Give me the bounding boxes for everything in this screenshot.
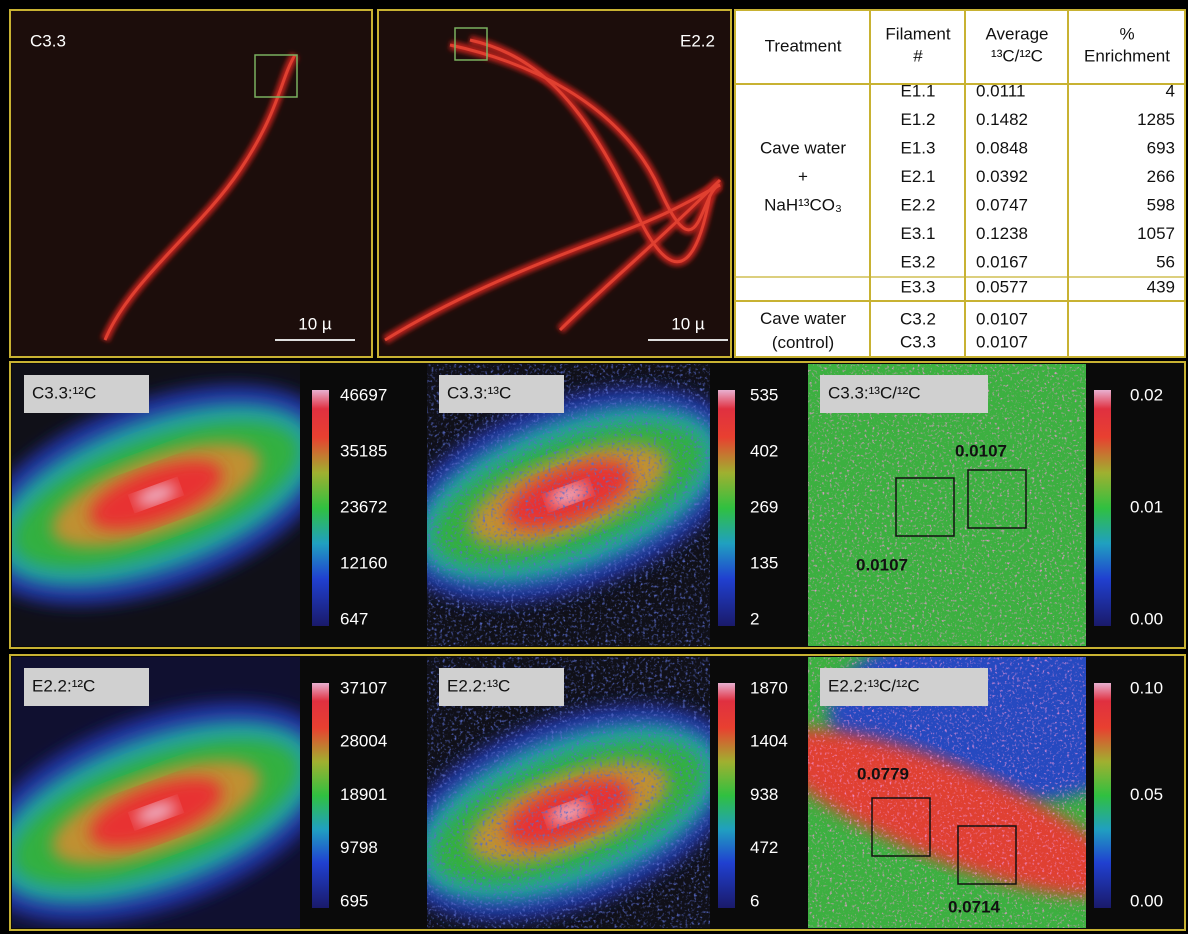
region-value: 0.0107 (955, 441, 1007, 460)
table-cell: E2.1 (901, 167, 936, 186)
table-cell: E2.2 (901, 195, 936, 214)
table-cell: 439 (1147, 277, 1175, 296)
colorbar (312, 683, 329, 908)
table-cell: 0.0577 (976, 277, 1028, 296)
header-cell: Enrichment (1084, 46, 1170, 65)
header-cell: # (913, 46, 923, 65)
table-cell: 0.0392 (976, 167, 1028, 186)
region-value: 0.0779 (857, 764, 909, 783)
colorbar-label: 9798 (340, 838, 378, 857)
table-cell: E3.1 (901, 224, 936, 243)
colorbar-label: 28004 (340, 732, 387, 751)
image-area (366, 344, 770, 648)
colorbar (1094, 683, 1111, 908)
figure: C3.3 10 µ E2.2 10 µ Treatment Filament # Averag… (0, 0, 1188, 934)
colorbar-label: 23672 (340, 497, 387, 516)
scale-bar-label: 10 µ (298, 314, 332, 333)
colorbar (312, 390, 329, 626)
colorbar-label: 18901 (340, 785, 387, 804)
header-cell: Filament (885, 24, 950, 43)
table-cell: 0.0747 (976, 195, 1028, 214)
map-label: C3.3:¹³C (447, 383, 511, 402)
table-cell: 56 (1156, 252, 1175, 271)
colorbar-label: 0.01 (1130, 497, 1163, 516)
colorbar-label: 938 (750, 785, 778, 804)
map-label: E2.2:¹³C (447, 676, 510, 695)
header-cell: Average (985, 24, 1048, 43)
colorbar-label: 1870 (750, 678, 788, 697)
map-label: E2.2:¹²C (32, 676, 95, 695)
header-cell: Treatment (765, 36, 842, 55)
region-value: 0.0714 (948, 897, 1001, 916)
colorbar-label: 0.02 (1130, 385, 1163, 404)
table-cell: E1.2 (901, 110, 936, 129)
micrograph-border (378, 10, 731, 357)
table-cell: E1.3 (901, 138, 936, 157)
colorbar-label: 402 (750, 441, 778, 460)
treatment: + (798, 167, 808, 186)
colorbar (718, 683, 735, 908)
colorbar-label: 0.05 (1130, 785, 1163, 804)
header-cell: ¹³C/¹²C (991, 46, 1043, 65)
table-cell: E3.3 (901, 277, 936, 296)
scale-bar-label: 10 µ (671, 314, 705, 333)
colorbar-label: 46697 (340, 385, 387, 404)
colorbar-label: 535 (750, 385, 778, 404)
colorbar-label: 647 (340, 609, 368, 628)
colorbar-label: 0.00 (1130, 891, 1163, 910)
colorbar (1094, 390, 1111, 626)
table-cell: E3.2 (901, 252, 936, 271)
colorbar-label: 0.00 (1130, 609, 1163, 628)
region-value: 0.0107 (856, 555, 908, 574)
colorbar-label: 37107 (340, 678, 387, 697)
table-cell: 1285 (1137, 110, 1175, 129)
colorbar-label: 2 (750, 609, 759, 628)
micrograph-label: C3.3 (30, 31, 66, 50)
map-label: E2.2:¹³C/¹²C (828, 676, 920, 695)
micrograph-label: E2.2 (680, 31, 715, 50)
treatment: Cave water (760, 309, 846, 328)
table-cell: 0.1238 (976, 224, 1028, 243)
table-cell: 1057 (1137, 224, 1175, 243)
map-label: C3.3:¹²C (32, 383, 96, 402)
table-cell: 0.1482 (976, 110, 1028, 129)
micrograph-border (10, 10, 372, 357)
table-cell: 266 (1147, 167, 1175, 186)
table-cell: 0.0167 (976, 252, 1028, 271)
colorbar-label: 0.10 (1130, 678, 1163, 697)
table-cell: 0.0107 (976, 332, 1028, 351)
header-cell: % (1119, 24, 1134, 43)
table-cell: C3.2 (900, 309, 936, 328)
table-cell: 0.0111 (976, 81, 1025, 100)
colorbar-label: 12160 (340, 553, 387, 572)
colorbar-label: 35185 (340, 441, 387, 460)
table-cell: 4 (1166, 81, 1175, 100)
table-cell: 0.0107 (976, 309, 1028, 328)
colorbar-label: 6 (750, 891, 759, 910)
table-cell: 0.0848 (976, 138, 1028, 157)
table-cell: C3.3 (900, 332, 936, 351)
treatment: Cave water (760, 138, 846, 157)
image-area (366, 655, 770, 934)
colorbar-label: 135 (750, 553, 778, 572)
treatment: NaH¹³CO₃ (764, 195, 842, 214)
table-cell: 693 (1147, 138, 1175, 157)
colorbar-label: 695 (340, 891, 368, 910)
colorbar-label: 1404 (750, 732, 788, 751)
table-cell: E1.1 (901, 81, 936, 100)
table-cell: 598 (1147, 195, 1175, 214)
colorbar-label: 269 (750, 497, 778, 516)
colorbar-label: 472 (750, 838, 778, 857)
colorbar (718, 390, 735, 626)
map-label: C3.3:¹³C/¹²C (828, 383, 921, 402)
treatment: (control) (772, 333, 834, 352)
